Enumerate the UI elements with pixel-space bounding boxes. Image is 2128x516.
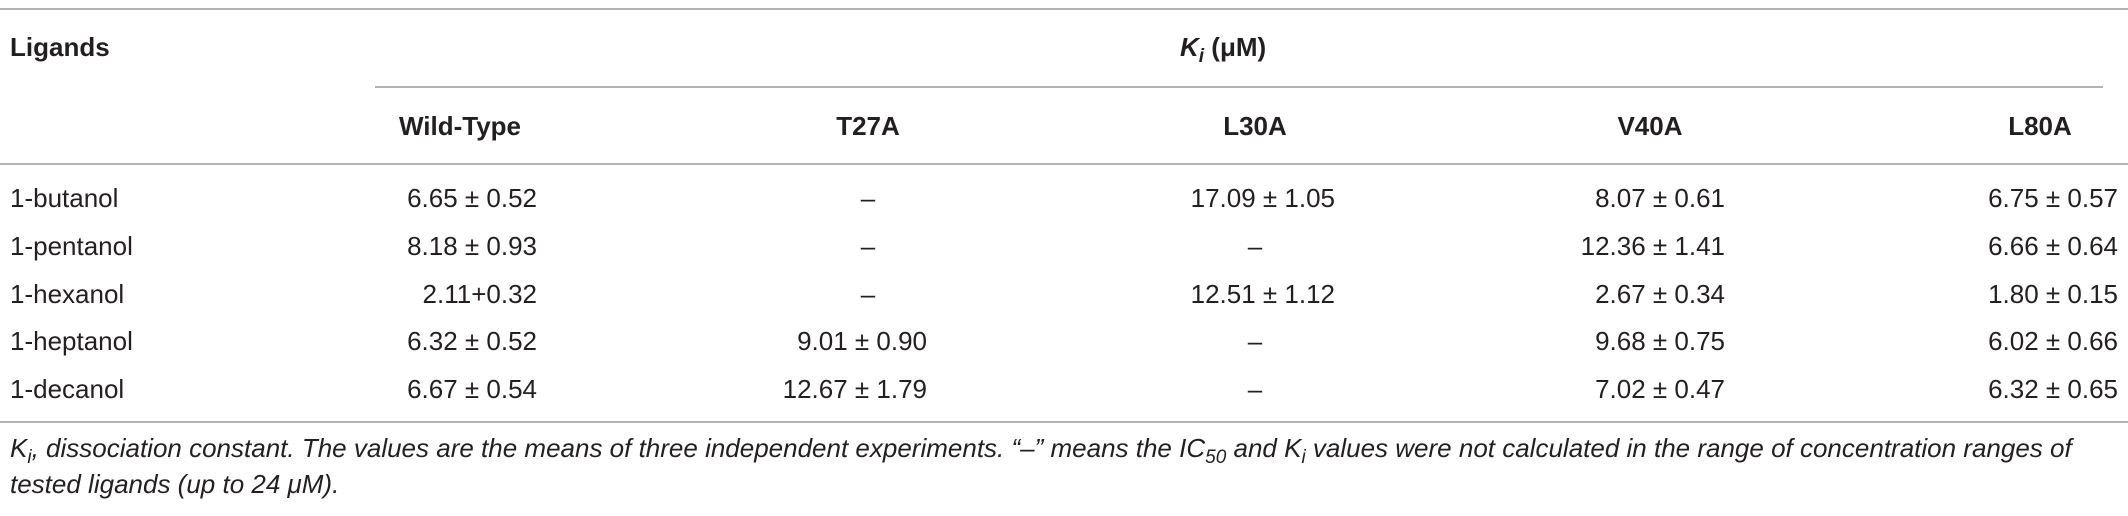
column-header-t27a: T27A [836,111,900,141]
ligand-name: 1-heptanol [10,326,133,356]
group-header-rule [375,86,2103,88]
table-cell: 6.66 ± 0.64 [1988,231,2118,261]
table-cell: 12.51 ± 1.12 [1190,279,1335,309]
table-cell: 6.75 ± 0.57 [1988,183,2118,213]
column-header-l80a: L80A [2008,111,2072,141]
column-header-wild-type: Wild-Type [398,111,522,141]
table-cell: 6.65 ± 0.52 [407,183,537,213]
table-footnote: Ki, dissociation constant. The values ar… [10,433,2072,499]
ligands-header: Ligands [10,32,110,62]
column-header-l30a: L30A [1223,111,1287,141]
table-cell: 6.32 ± 0.65 [1988,374,2118,404]
table-cell: 7.02 ± 0.47 [1595,374,1725,404]
table-cell: 2.11+0.32 [422,279,537,309]
table-cell: – [1247,326,1263,356]
table-cell: 17.09 ± 1.05 [1190,183,1335,213]
table-cell: 8.18 ± 0.93 [407,231,537,261]
table-cell: 12.67 ± 1.79 [782,374,927,404]
table-cell: – [1247,374,1263,404]
table-cell: 9.01 ± 0.90 [797,326,927,356]
table-cell: 12.36 ± 1.41 [1580,231,1725,261]
column-header-v40a: V40A [1617,111,1683,141]
ligand-name: 1-pentanol [10,231,133,261]
table-cell: – [860,279,876,309]
table-cell: 8.07 ± 0.61 [1595,183,1725,213]
header-bottom-rule [0,163,2128,165]
table-cell: 1.80 ± 0.15 [1988,279,2118,309]
table-cell: 6.32 ± 0.52 [407,326,537,356]
ligand-name: 1-decanol [10,374,125,404]
table-cell: 6.02 ± 0.66 [1988,326,2118,356]
table-cell: – [1247,231,1263,261]
ligand-name: 1-butanol [10,183,119,213]
table-cell: – [860,231,876,261]
ligand-name: 1-hexanol [10,279,125,309]
table-cell: – [860,183,876,213]
table-top-rule [0,8,2128,10]
table-cell: 9.68 ± 0.75 [1595,326,1725,356]
table-cell: 2.67 ± 0.34 [1595,279,1725,309]
table-cell: 6.67 ± 0.54 [407,374,537,404]
table-bottom-rule [0,421,2128,423]
ki-group-header: Ki (μM) [1180,32,1267,68]
